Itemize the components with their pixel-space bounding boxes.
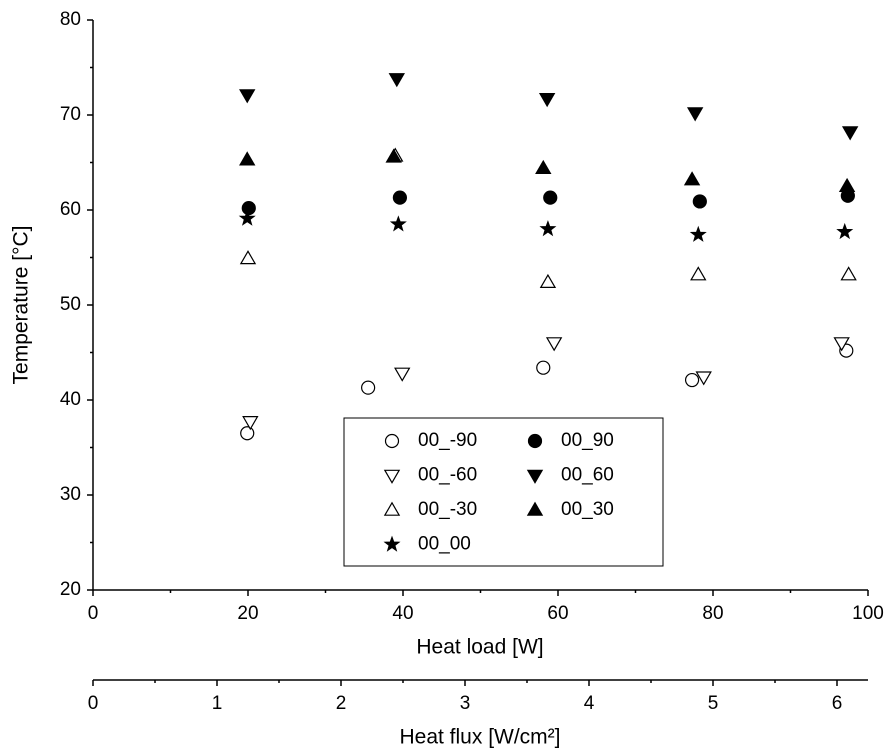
point: [841, 126, 859, 141]
y-tick-label: 80: [60, 9, 81, 30]
point: [536, 360, 551, 375]
point: [361, 380, 376, 395]
point: [684, 372, 700, 388]
point: [538, 93, 556, 108]
legend-marker: [383, 535, 401, 552]
x2-tick-label: 0: [88, 693, 99, 714]
point: [543, 190, 558, 205]
point: [838, 177, 856, 193]
point: [238, 209, 256, 226]
point: [239, 151, 256, 166]
x2-tick-label: 6: [832, 693, 843, 714]
legend-label: 00_60: [561, 465, 614, 486]
y-tick-label: 50: [60, 294, 81, 315]
point: [241, 201, 256, 216]
legend-label: 00_-90: [418, 430, 477, 451]
x2-tick-label: 2: [336, 693, 347, 714]
legend-label: 00_30: [561, 499, 614, 520]
x2-tick-label: 3: [460, 693, 471, 714]
point: [394, 367, 411, 382]
point: [242, 416, 259, 431]
point: [539, 273, 557, 288]
point: [833, 337, 850, 352]
x-axis-title: Heat load [W]: [416, 636, 543, 659]
point: [836, 222, 854, 240]
x-tick-label: 60: [547, 603, 568, 624]
point: [683, 171, 701, 186]
legend-marker: [526, 469, 544, 484]
point: [539, 220, 557, 237]
y-tick-label: 70: [60, 104, 81, 125]
x-tick-label: 80: [702, 603, 723, 624]
legend-marker: [383, 501, 401, 516]
x-tick-label: 0: [88, 603, 99, 624]
y-tick-label: 30: [60, 484, 81, 505]
y-tick-label: 20: [60, 579, 81, 600]
x2-tick-label: 1: [212, 693, 223, 714]
point: [239, 250, 257, 265]
point: [690, 266, 707, 281]
x2-axis-title: Heat flux [W/cm²]: [399, 726, 560, 749]
point: [240, 426, 255, 441]
y-tick-label: 60: [60, 199, 81, 220]
point: [686, 107, 704, 122]
point: [692, 194, 707, 209]
point: [695, 371, 712, 386]
y-tick-label: 40: [60, 389, 81, 410]
legend-label: 00_-60: [418, 465, 477, 486]
point: [385, 148, 402, 163]
legend-marker: [526, 501, 544, 516]
point: [545, 337, 563, 352]
legend-marker: [384, 433, 400, 449]
point: [535, 159, 552, 174]
point: [840, 266, 857, 281]
legend-label: 00_00: [418, 534, 471, 555]
legend-label: 00_-30: [418, 499, 477, 520]
legend-label: 00_90: [561, 430, 614, 451]
y-axis-title: Temperature [°C]: [10, 226, 33, 385]
x-tick-label: 100: [852, 603, 884, 624]
point: [392, 190, 407, 205]
legend-marker: [527, 433, 543, 449]
point: [389, 215, 407, 232]
x2-tick-label: 4: [584, 693, 595, 714]
x2-tick-label: 5: [708, 693, 719, 714]
point: [239, 89, 256, 104]
legend-marker: [383, 469, 401, 484]
point: [388, 73, 405, 88]
x-tick-label: 20: [237, 603, 258, 624]
point: [689, 225, 707, 242]
x-tick-label: 40: [392, 603, 413, 624]
